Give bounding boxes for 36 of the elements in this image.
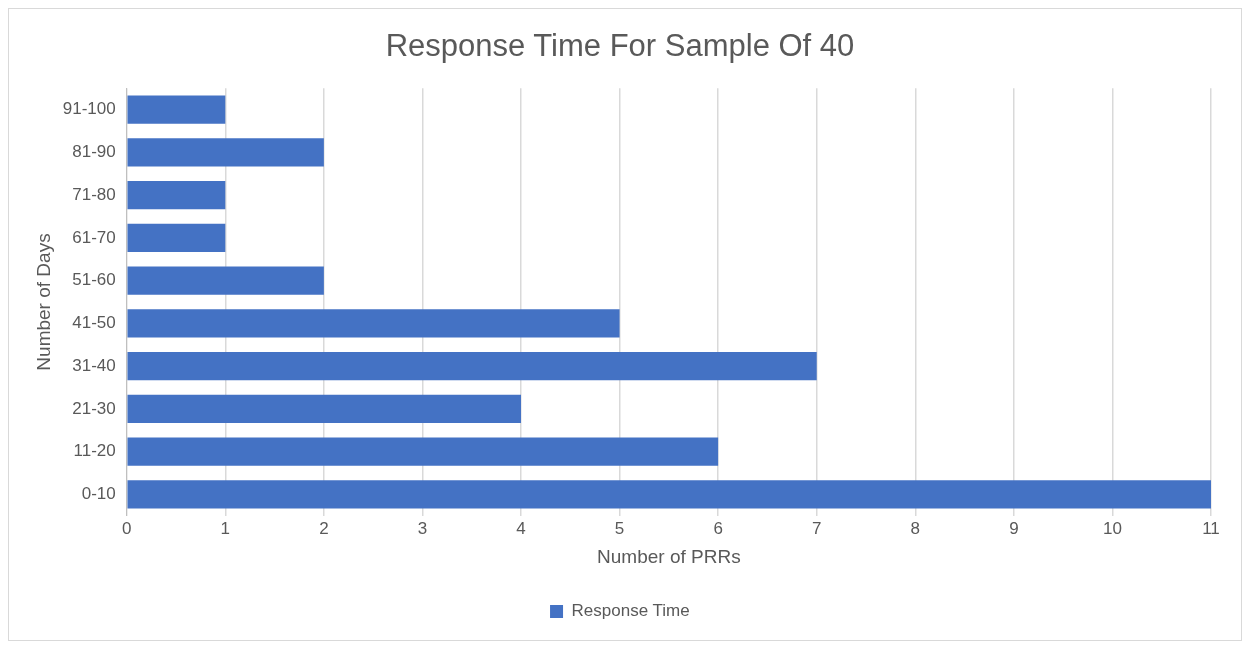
y-tick-label: 41-50 — [72, 313, 116, 333]
bar — [127, 138, 324, 167]
x-tick-label: 3 — [417, 518, 428, 538]
y-tick-label: 21-30 — [72, 398, 116, 418]
bar — [127, 95, 226, 124]
x-tick-label: 4 — [516, 518, 526, 538]
y-tick-label: 61-70 — [72, 227, 116, 247]
bar — [127, 437, 719, 466]
x-tick-label: 2 — [319, 518, 329, 538]
bar — [127, 223, 226, 252]
x-tick-label: 8 — [910, 518, 921, 538]
x-tick-label: 6 — [713, 518, 723, 538]
x-tick-label: 5 — [614, 518, 625, 538]
chart-title: Response Time For Sample Of 40 — [385, 28, 855, 64]
bar — [127, 266, 324, 295]
y-tick-label: 11-20 — [73, 441, 116, 461]
y-tick-label: 71-80 — [72, 184, 116, 204]
x-tick-label: 11 — [1202, 518, 1220, 538]
bar — [127, 309, 620, 338]
x-tick-label: 0 — [122, 518, 132, 538]
x-tick-label: 7 — [811, 518, 822, 538]
bar — [127, 180, 226, 210]
x-tick-label: 1 — [220, 518, 231, 538]
x-axis-title: Number of PRRs — [597, 545, 741, 567]
bar — [127, 394, 522, 424]
x-tick-label: 9 — [1009, 518, 1019, 538]
y-tick-label: 31-40 — [72, 355, 116, 375]
y-tick-label: 0-10 — [81, 484, 116, 504]
x-tick-label: 10 — [1102, 518, 1122, 538]
legend-label: Response Time — [571, 601, 690, 621]
bar — [127, 352, 817, 381]
y-tick-label: 91-100 — [62, 99, 116, 119]
y-tick-label: 81-90 — [72, 142, 116, 162]
y-tick-label: 51-60 — [72, 270, 116, 290]
bar — [127, 480, 1211, 509]
y-axis-title: Number of Days — [32, 233, 54, 371]
